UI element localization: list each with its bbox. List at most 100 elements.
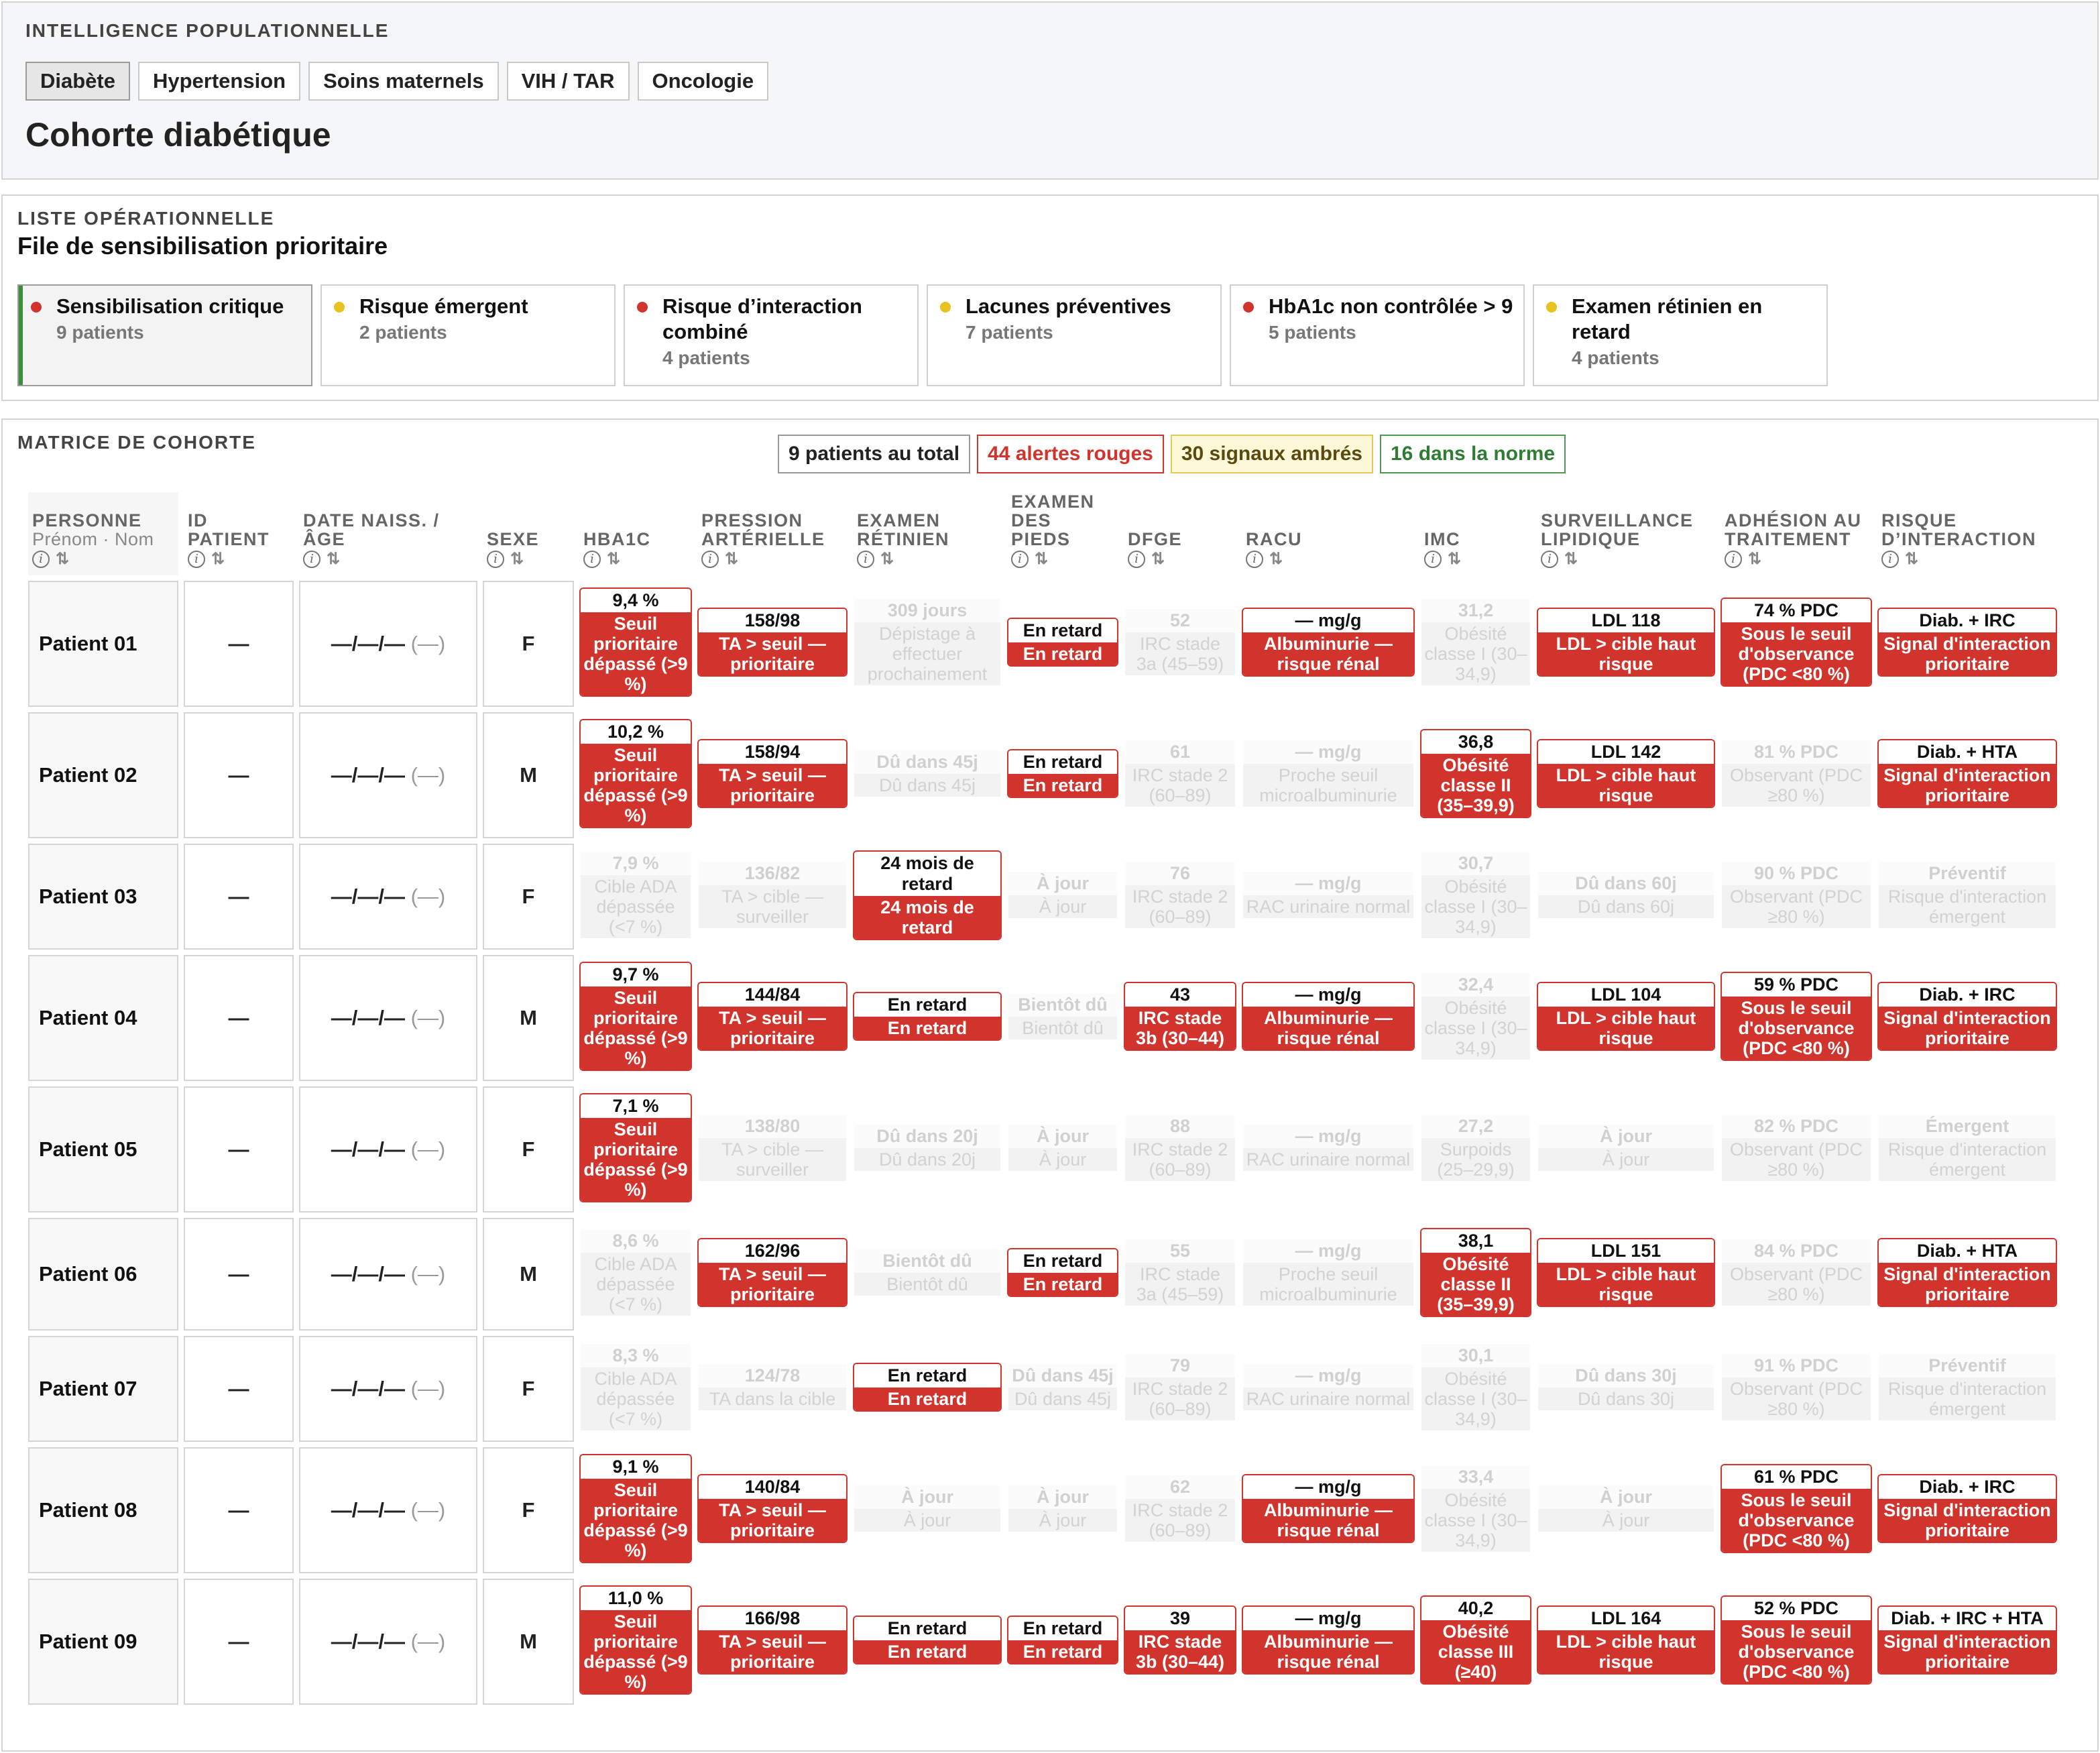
metric-badge[interactable]: 136/82 TA > cible — surveiller	[697, 860, 848, 929]
metric-badge[interactable]: 158/94 TA > seuil — prioritaire	[697, 739, 848, 808]
metric-badge[interactable]: 9,7 % Seuil prioritaire dépassé (>9 %)	[579, 962, 692, 1071]
metric-badge[interactable]: Dû dans 45j Dû dans 45j	[1007, 1363, 1118, 1412]
metric-badge[interactable]: 31,2 Obésité classe I (30–34,9)	[1420, 598, 1531, 687]
metric-badge[interactable]: 30,1 Obésité classe I (30–34,9)	[1420, 1343, 1531, 1432]
patient-name[interactable]: Patient 03	[28, 844, 178, 950]
metric-badge[interactable]: — mg/g Proche seuil microalbuminurie	[1242, 1238, 1415, 1307]
metric-badge[interactable]: Diab. + IRC + HTA Signal d'interaction pr…	[1877, 1605, 2057, 1675]
sort-icon[interactable]: ⇅	[510, 550, 524, 568]
metric-badge[interactable]: 124/78 TA dans la cible	[697, 1363, 848, 1412]
patient-row[interactable]: Patient 05— —/—/— (—) F 7,1 % Seuil priorita…	[28, 1086, 2057, 1212]
metric-badge[interactable]: 40,2 Obésité classe III (≥40)	[1420, 1595, 1531, 1685]
metric-badge[interactable]: 33,4 Obésité classe I (30–34,9)	[1420, 1464, 1531, 1553]
patient-row[interactable]: Patient 07— —/—/— (—) F 8,3 % Cible ADA dépa…	[28, 1336, 2057, 1442]
column-header-retinal[interactable]: EXAMEN RÉTINIEN i ⇅	[853, 492, 1002, 575]
column-header-dfge[interactable]: DFGE i ⇅	[1124, 492, 1236, 575]
metric-badge[interactable]: 43 IRC stade 3b (30–44)	[1124, 982, 1236, 1051]
metric-badge[interactable]: 24 mois de retard 24 mois de retard	[853, 850, 1002, 940]
metric-badge[interactable]: 61 IRC stade 2 (60–89)	[1124, 739, 1236, 808]
column-header-foot[interactable]: EXAMEN DES PIEDS i ⇅	[1007, 492, 1118, 575]
sort-icon[interactable]: ⇅	[1448, 550, 1462, 568]
patient-row[interactable]: Patient 08— —/—/— (—) F 9,1 % Seuil priorita…	[28, 1447, 2057, 1573]
queue-card-examen-retinien-en-retard[interactable]: Examen rétinien en retard 4 patients	[1533, 284, 1828, 386]
info-icon[interactable]: i	[1246, 550, 1263, 568]
info-icon[interactable]: i	[583, 550, 601, 568]
patient-name[interactable]: Patient 02	[28, 712, 178, 838]
metric-badge[interactable]: Diab. + IRC Signal d'interaction priorita…	[1877, 982, 2057, 1051]
metric-badge[interactable]: 140/84 TA > seuil — prioritaire	[697, 1474, 848, 1543]
sort-icon[interactable]: ⇅	[1035, 550, 1049, 568]
metric-badge[interactable]: 309 jours Dépistage à effectuer prochaine…	[853, 598, 1002, 687]
patient-row[interactable]: Patient 09— —/—/— (—) M 11,0 % Seuil priorit…	[28, 1579, 2057, 1705]
metric-badge[interactable]: Bientôt dû Bientôt dû	[853, 1248, 1002, 1297]
metric-badge[interactable]: Émergent Risque d'interaction émergent	[1877, 1113, 2057, 1182]
metric-badge[interactable]: 7,9 % Cible ADA dépassée (<7 %)	[579, 850, 692, 940]
metric-badge[interactable]: 76 IRC stade 2 (60–89)	[1124, 860, 1236, 929]
metric-badge[interactable]: LDL 118 LDL > cible haut risque	[1537, 608, 1715, 677]
metric-badge[interactable]: — mg/g Albuminurie — risque rénal	[1242, 982, 1415, 1051]
column-header-adherence[interactable]: ADHÉSION AU TRAITEMENT i ⇅	[1720, 492, 1872, 575]
column-header-hba1c[interactable]: HBA1C i ⇅	[579, 492, 692, 575]
column-header-bp[interactable]: PRESSION ARTÉRIELLE i ⇅	[697, 492, 848, 575]
sort-icon[interactable]: ⇅	[1151, 550, 1165, 568]
queue-card-hba1c-non-controlee-9[interactable]: HbA1c non contrôlée > 9 5 patients	[1230, 284, 1525, 386]
column-header-interaction[interactable]: RISQUE D’INTERACTION i ⇅	[1877, 492, 2057, 575]
metric-badge[interactable]: 10,2 % Seuil prioritaire dépassé (>9 %)	[579, 719, 692, 828]
patient-row[interactable]: Patient 01— —/—/— (—) F 9,4 % Seuil priorita…	[28, 581, 2057, 707]
sort-icon[interactable]: ⇅	[1269, 550, 1283, 568]
metric-badge[interactable]: 7,1 % Seuil prioritaire dépassé (>9 %)	[579, 1093, 692, 1202]
metric-badge[interactable]: 36,8 Obésité classe II (35–39,9)	[1420, 729, 1531, 818]
metric-badge[interactable]: Dû dans 60j Dû dans 60j	[1537, 870, 1715, 919]
metric-badge[interactable]: 52 IRC stade 3a (45–59)	[1124, 608, 1236, 677]
sort-icon[interactable]: ⇅	[211, 550, 225, 568]
metric-badge[interactable]: 62 IRC stade 2 (60–89)	[1124, 1474, 1236, 1543]
sort-icon[interactable]: ⇅	[880, 550, 894, 568]
metric-badge[interactable]: Diab. + HTA Signal d'interaction priorita…	[1877, 1238, 2057, 1307]
metric-badge[interactable]: Bientôt dû Bientôt dû	[1007, 992, 1118, 1041]
info-icon[interactable]: i	[32, 550, 50, 568]
metric-badge[interactable]: Dû dans 20j Dû dans 20j	[853, 1123, 1002, 1172]
metric-badge[interactable]: 27,2 Surpoids (25–29,9)	[1420, 1113, 1531, 1182]
queue-card-risque-d-interaction-combine[interactable]: Risque d’interaction combiné 4 patients	[624, 284, 919, 386]
metric-badge[interactable]: — mg/g Albuminurie — risque rénal	[1242, 608, 1415, 677]
patient-name[interactable]: Patient 05	[28, 1086, 178, 1212]
metric-badge[interactable]: 8,3 % Cible ADA dépassée (<7 %)	[579, 1343, 692, 1432]
metric-badge[interactable]: 91 % PDC Observant (PDC ≥80 %)	[1720, 1353, 1872, 1422]
metric-badge[interactable]: 81 % PDC Observant (PDC ≥80 %)	[1720, 739, 1872, 808]
metric-badge[interactable]: 9,1 % Seuil prioritaire dépassé (>9 %)	[579, 1454, 692, 1563]
metric-badge[interactable]: — mg/g Albuminurie — risque rénal	[1242, 1605, 1415, 1675]
metric-badge[interactable]: 8,6 % Cible ADA dépassée (<7 %)	[579, 1228, 692, 1317]
metric-badge[interactable]: En retard En retard	[1007, 1616, 1118, 1664]
info-icon[interactable]: i	[1725, 550, 1742, 568]
metric-badge[interactable]: — mg/g Proche seuil microalbuminurie	[1242, 739, 1415, 808]
tab-hypertension[interactable]: Hypertension	[137, 62, 301, 101]
metric-badge[interactable]: À jour À jour	[1537, 1123, 1715, 1172]
metric-badge[interactable]: Diab. + IRC Signal d'interaction priorita…	[1877, 608, 2057, 677]
queue-card-sensibilisation-critique[interactable]: Sensibilisation critique 9 patients	[17, 284, 312, 386]
metric-badge[interactable]: 39 IRC stade 3b (30–44)	[1124, 1605, 1236, 1675]
info-icon[interactable]: i	[701, 550, 719, 568]
metric-badge[interactable]: 90 % PDC Observant (PDC ≥80 %)	[1720, 860, 1872, 929]
metric-badge[interactable]: 52 % PDC Sous le seuil d'observance (PDC …	[1720, 1595, 1872, 1685]
metric-badge[interactable]: Préventif Risque d'interaction émergent	[1877, 860, 2057, 929]
metric-badge[interactable]: 32,4 Obésité classe I (30–34,9)	[1420, 972, 1531, 1061]
metric-badge[interactable]: LDL 164 LDL > cible haut risque	[1537, 1605, 1715, 1675]
sort-icon[interactable]: ⇅	[1748, 550, 1762, 568]
metric-badge[interactable]: 162/96 TA > seuil — prioritaire	[697, 1238, 848, 1307]
sort-icon[interactable]: ⇅	[607, 550, 621, 568]
column-header-sex[interactable]: SEXE i ⇅	[483, 492, 574, 575]
metric-badge[interactable]: 84 % PDC Observant (PDC ≥80 %)	[1720, 1238, 1872, 1307]
patient-name[interactable]: Patient 06	[28, 1218, 178, 1331]
info-icon[interactable]: i	[1011, 550, 1029, 568]
metric-badge[interactable]: À jour À jour	[1537, 1484, 1715, 1533]
patient-name[interactable]: Patient 04	[28, 955, 178, 1081]
metric-badge[interactable]: 30,7 Obésité classe I (30–34,9)	[1420, 850, 1531, 940]
tab-diabete[interactable]: Diabète	[25, 62, 130, 101]
patient-row[interactable]: Patient 06— —/—/— (—) M 8,6 % Cible ADA dépa…	[28, 1218, 2057, 1331]
metric-badge[interactable]: En retard En retard	[853, 992, 1002, 1041]
patient-name[interactable]: Patient 07	[28, 1336, 178, 1442]
metric-badge[interactable]: Diab. + IRC Signal d'interaction priorita…	[1877, 1474, 2057, 1543]
sort-icon[interactable]: ⇅	[725, 550, 739, 568]
metric-badge[interactable]: À jour À jour	[853, 1484, 1002, 1533]
metric-badge[interactable]: — mg/g RAC urinaire normal	[1242, 1123, 1415, 1172]
